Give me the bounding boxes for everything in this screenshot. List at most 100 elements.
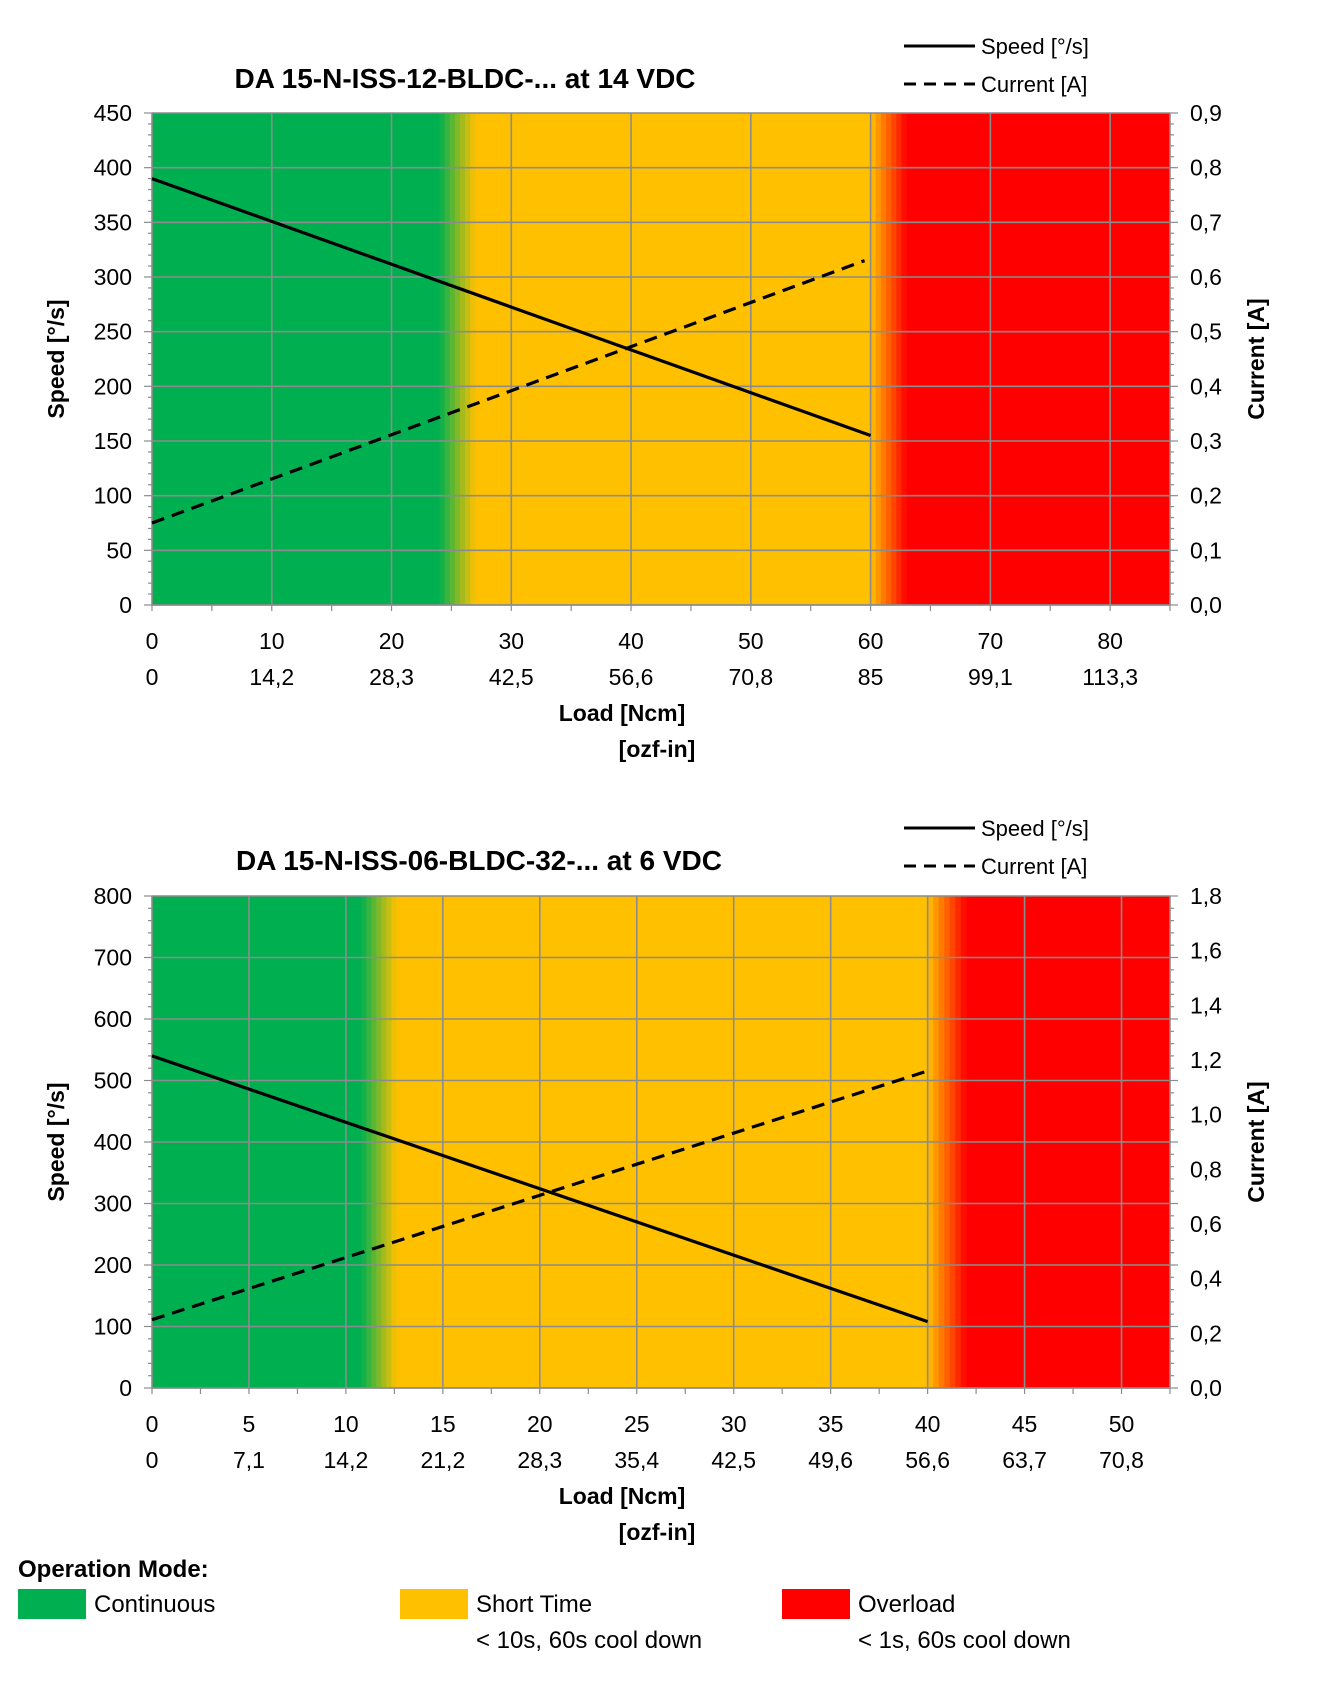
x-axis-label-secondary: [ozf-in] — [619, 736, 696, 762]
current-series-line — [151, 259, 866, 525]
x-tick-label-ncm: 10 — [259, 628, 285, 654]
x-tick-label-ozf: 28,3 — [369, 664, 414, 690]
speed-series-line — [151, 1054, 929, 1324]
zone-transition-band — [470, 113, 476, 605]
x-tick-label-ozf: 28,3 — [517, 1447, 562, 1473]
y-tick-label: 400 — [94, 155, 132, 181]
x-axis-label: Load [Ncm] — [559, 1483, 686, 1509]
x-tick-label-ncm: 20 — [527, 1411, 553, 1437]
zone-transition-band — [885, 113, 892, 605]
x-tick-label-ncm: 30 — [498, 628, 524, 654]
zone-transition-band — [870, 113, 877, 605]
y2-tick-label: 1,6 — [1190, 938, 1222, 964]
zone-transition-band — [880, 113, 887, 605]
y-tick-label: 700 — [94, 945, 132, 971]
x-tick-label-ozf: 70,8 — [728, 664, 773, 690]
zone-transition-band — [444, 113, 451, 605]
x-tick-label-ncm: 60 — [858, 628, 884, 654]
x-tick-label-ozf: 56,6 — [609, 664, 654, 690]
legend-series-label: Speed [°/s] — [981, 34, 1089, 59]
y-tick-label: 200 — [94, 1252, 132, 1278]
y2-tick-label: 0,0 — [1190, 1375, 1222, 1401]
y2-tick-label: 0,9 — [1190, 100, 1222, 126]
y2-tick-label: 0,8 — [1190, 155, 1222, 181]
charts-canvas: 0501001502002503003504004500,00,10,20,30… — [43, 34, 1269, 1545]
x-tick-label-ozf: 14,2 — [324, 1447, 369, 1473]
x-tick-label-ncm: 5 — [243, 1411, 256, 1437]
y2-tick-label: 0,2 — [1190, 1320, 1222, 1346]
x-tick-label-ncm: 40 — [618, 628, 644, 654]
zone-transition-band — [459, 113, 466, 605]
y-tick-label: 0 — [119, 592, 132, 618]
overload-label: Overload — [858, 1591, 956, 1618]
x-tick-label-ncm: 45 — [1012, 1411, 1038, 1437]
zone-transition-band — [439, 113, 446, 605]
continuous-swatch — [18, 1589, 86, 1619]
x-tick-label-ozf: 21,2 — [420, 1447, 465, 1473]
zone-transition-band — [875, 113, 882, 605]
y-tick-label: 300 — [94, 264, 132, 290]
x-tick-label-ncm: 40 — [915, 1411, 941, 1437]
y2-axis-label: Current [A] — [1243, 298, 1269, 419]
y-tick-label: 100 — [94, 483, 132, 509]
y-tick-label: 600 — [94, 1006, 132, 1032]
x-tick-label-ncm: 80 — [1097, 628, 1123, 654]
x-tick-label-ncm: 0 — [146, 1411, 159, 1437]
chart-2: 01002003004005006007008000,00,20,40,60,8… — [43, 816, 1269, 1545]
short-time-swatch — [400, 1589, 468, 1619]
x-tick-label-ozf: 70,8 — [1099, 1447, 1144, 1473]
zone-transition-band — [891, 113, 897, 605]
speed-series-line — [151, 177, 872, 438]
chart-title: DA 15-N-ISS-06-BLDC-32-... at 6 VDC — [236, 845, 722, 876]
y2-tick-label: 0,7 — [1190, 209, 1222, 235]
legend-series-label: Current [A] — [981, 72, 1087, 97]
y-tick-label: 0 — [119, 1375, 132, 1401]
x-tick-label-ozf: 42,5 — [489, 664, 534, 690]
y2-tick-label: 0,3 — [1190, 428, 1222, 454]
x-tick-label-ozf: 56,6 — [905, 1447, 950, 1473]
x-tick-label-ncm: 20 — [379, 628, 405, 654]
x-tick-label-ozf: 85 — [858, 664, 884, 690]
x-tick-label-ncm: 70 — [978, 628, 1004, 654]
y2-tick-label: 0,0 — [1190, 592, 1222, 618]
y2-tick-label: 1,0 — [1190, 1102, 1222, 1128]
y2-tick-label: 0,5 — [1190, 319, 1222, 345]
x-axis-label-secondary: [ozf-in] — [619, 1519, 696, 1545]
y-tick-label: 200 — [94, 373, 132, 399]
zone-transition-band — [465, 113, 471, 605]
y2-tick-label: 0,4 — [1190, 1266, 1222, 1292]
y-tick-label: 250 — [94, 319, 132, 345]
y-tick-label: 500 — [94, 1068, 132, 1094]
chart-1: 0501001502002503003504004500,00,10,20,30… — [43, 34, 1269, 762]
zone-transition-band — [454, 113, 461, 605]
y-tick-label: 300 — [94, 1191, 132, 1217]
zone-short-time — [475, 113, 872, 605]
y-tick-label: 350 — [94, 209, 132, 235]
chart-title: DA 15-N-ISS-12-BLDC-... at 14 VDC — [234, 63, 695, 94]
overload-note: < 1s, 60s cool down — [858, 1627, 1071, 1654]
y-tick-label: 100 — [94, 1314, 132, 1340]
y-tick-label: 450 — [94, 100, 132, 126]
x-tick-label-ncm: 30 — [721, 1411, 747, 1437]
operation-mode-legend: Operation Mode: Continuous Short Time < … — [18, 1556, 1298, 1686]
y-tick-label: 400 — [94, 1129, 132, 1155]
y2-tick-label: 0,1 — [1190, 537, 1222, 563]
overload-swatch — [782, 1589, 850, 1619]
short-time-note: < 10s, 60s cool down — [476, 1627, 703, 1654]
current-series-line — [151, 1069, 929, 1322]
operation-mode-heading: Operation Mode: — [18, 1556, 209, 1583]
zone-transition-band — [896, 113, 902, 605]
y-axis-label: Speed [°/s] — [43, 1082, 69, 1201]
short-time-label: Short Time — [476, 1591, 593, 1618]
x-tick-label-ncm: 35 — [818, 1411, 844, 1437]
y-axis-label: Speed [°/s] — [43, 299, 69, 418]
y2-tick-label: 0,8 — [1190, 1156, 1222, 1182]
continuous-label: Continuous — [94, 1591, 216, 1618]
x-tick-label-ozf: 42,5 — [711, 1447, 756, 1473]
y2-tick-label: 0,2 — [1190, 483, 1222, 509]
legend-series-label: Speed [°/s] — [981, 816, 1089, 841]
x-tick-label-ozf: 49,6 — [808, 1447, 853, 1473]
zone-transition-band — [901, 113, 908, 605]
x-tick-label-ozf: 7,1 — [233, 1447, 265, 1473]
y2-tick-label: 0,6 — [1190, 1211, 1222, 1237]
